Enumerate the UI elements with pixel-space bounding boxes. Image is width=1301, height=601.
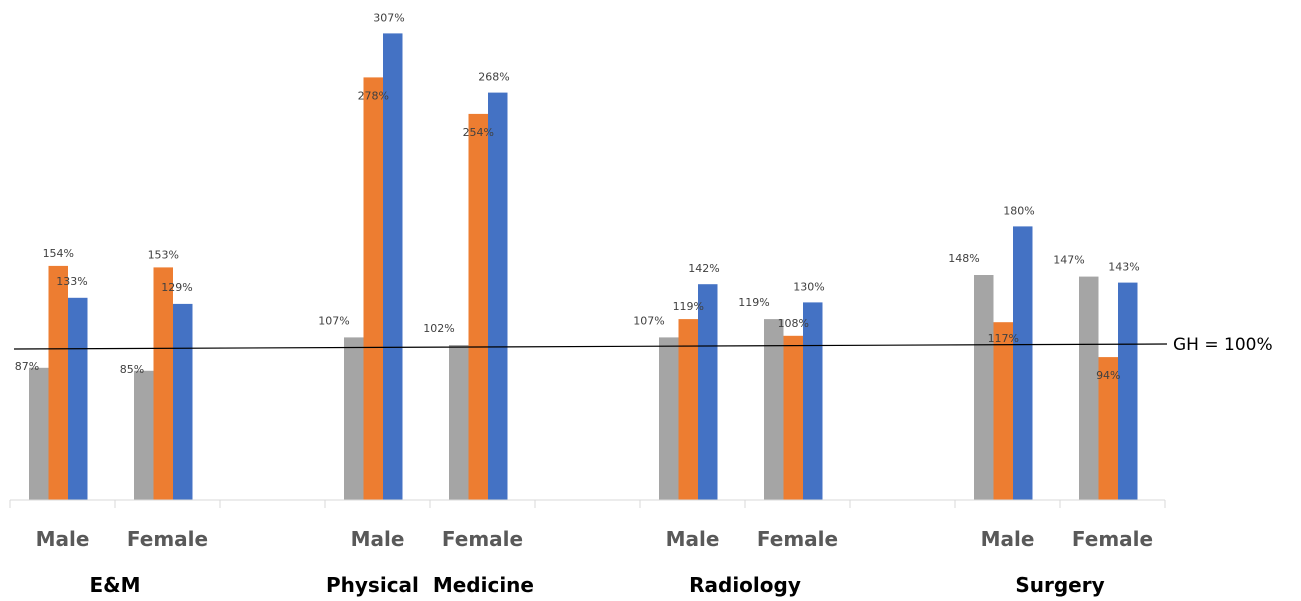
bar-s0-c6 <box>974 275 994 500</box>
bar-s1-c3 <box>468 113 488 501</box>
data-label-s1-c1: 153% <box>148 248 179 261</box>
data-label-s0-c6: 148% <box>948 252 979 265</box>
group-label-1: Physical Medicine <box>326 573 534 597</box>
data-label-s0-c3: 102% <box>423 322 454 335</box>
data-label-s0-c0: 87% <box>15 360 39 373</box>
data-label-s1-c0: 154% <box>43 247 74 260</box>
bar-s2-c7 <box>1118 282 1138 500</box>
data-label-s2-c6: 180% <box>1003 204 1034 217</box>
bar-s1-c0 <box>48 265 68 500</box>
bar-s0-c0 <box>29 367 49 500</box>
data-label-s2-c5: 130% <box>793 280 824 293</box>
data-label-s2-c4: 142% <box>688 262 719 275</box>
bar-s0-c5 <box>764 319 784 500</box>
group-labels: E&M Physical Medicine Radiology Surgery <box>89 573 1104 597</box>
data-labels-layer: 87% 85% 107% 102% 107% 119% 148% 147% 154% 153% 27… <box>15 11 1140 382</box>
x-axis <box>9 499 1166 508</box>
bar-s0-c1 <box>134 370 154 500</box>
bar-s2-c3 <box>488 92 508 500</box>
data-label-s1-c4: 119% <box>673 300 704 313</box>
reference-line <box>13 343 1168 350</box>
category-label-4: Male <box>666 527 720 551</box>
bar-s1-c5 <box>783 335 803 500</box>
bar-s0-c4 <box>659 337 679 500</box>
category-label-6: Male <box>981 527 1035 551</box>
category-label-2: Male <box>351 527 405 551</box>
data-label-s2-c3: 268% <box>478 71 509 84</box>
category-labels: Male Female Male Female Male Female Male Female <box>36 527 1154 551</box>
category-label-0: Male <box>36 527 90 551</box>
data-label-s0-c5: 119% <box>738 296 769 309</box>
data-label-s0-c7: 147% <box>1053 254 1084 267</box>
group-label-0: E&M <box>89 573 140 597</box>
data-label-s1-c3: 254% <box>463 126 494 139</box>
bar-s0-c2 <box>344 337 364 500</box>
bar-s1-c7 <box>1098 357 1118 500</box>
reference-line-label: GH = 100% <box>1173 335 1273 355</box>
bar-s1-c6 <box>993 322 1013 500</box>
data-label-s2-c7: 143% <box>1108 261 1139 274</box>
category-label-7: Female <box>1072 527 1153 551</box>
bar-s0-c7 <box>1079 276 1099 500</box>
data-label-s1-c7: 94% <box>1096 369 1120 382</box>
bar-s1-c4 <box>678 319 698 500</box>
bar-s2-c0 <box>68 297 88 500</box>
group-label-2: Radiology <box>689 573 801 597</box>
bars-layer <box>29 33 1138 501</box>
data-label-s1-c2: 278% <box>358 89 389 102</box>
bar-s1-c2 <box>363 77 383 501</box>
reference-line-group: GH = 100% <box>13 335 1273 355</box>
category-label-1: Female <box>127 527 208 551</box>
group-label-3: Surgery <box>1015 573 1104 597</box>
data-label-s0-c2: 107% <box>318 314 349 327</box>
bar-s2-c5 <box>803 302 823 500</box>
data-label-s1-c5: 108% <box>778 317 809 330</box>
data-label-s1-c6: 117% <box>988 332 1019 345</box>
bar-s2-c2 <box>383 33 403 501</box>
data-label-s2-c0: 133% <box>56 275 87 288</box>
bar-s2-c1 <box>173 303 193 500</box>
bar-s2-c6 <box>1013 226 1033 500</box>
category-label-3: Female <box>442 527 523 551</box>
bar-s0-c3 <box>449 345 469 500</box>
data-label-s0-c4: 107% <box>633 314 664 327</box>
bar-s1-c1 <box>153 267 173 500</box>
data-label-s2-c1: 129% <box>161 281 192 294</box>
data-label-s2-c2: 307% <box>373 11 404 24</box>
bar-s2-c4 <box>698 284 718 500</box>
data-label-s0-c1: 85% <box>120 363 144 376</box>
category-label-5: Female <box>757 527 838 551</box>
